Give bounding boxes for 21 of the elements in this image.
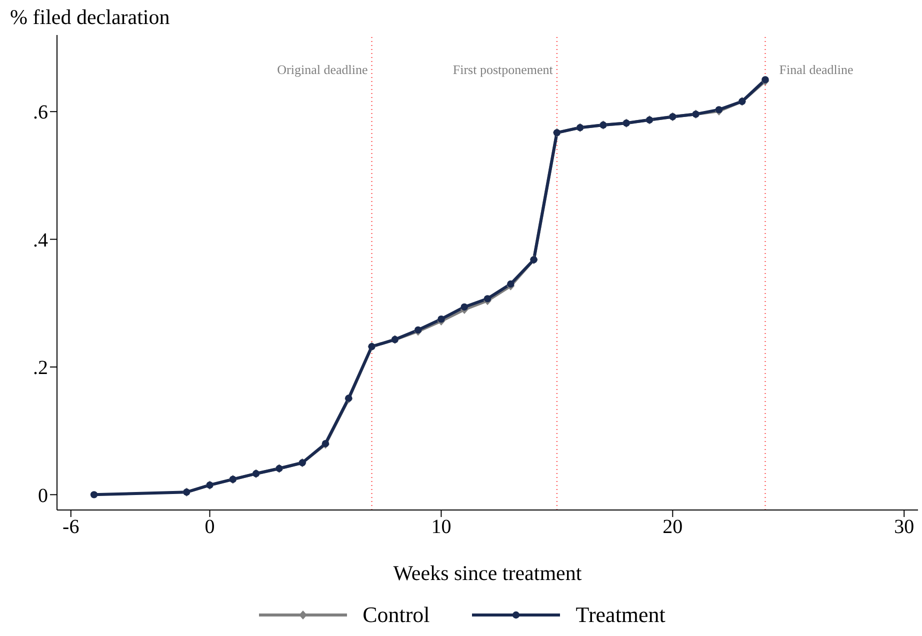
ref-line-label: First postponement	[452, 62, 554, 78]
point	[460, 303, 468, 311]
y-axis-title: % filed declaration	[10, 5, 170, 30]
point	[438, 316, 445, 323]
ref-line-label: Original deadline	[277, 62, 368, 78]
x-axis-title: Weeks since treatment	[393, 561, 582, 585]
point	[484, 295, 492, 302]
ref-line-label: Final deadline	[779, 62, 854, 78]
x-tick-label: 30	[894, 516, 914, 538]
x-tick-label: -6	[62, 516, 80, 538]
point	[90, 491, 98, 498]
point	[507, 280, 514, 288]
legend-label: Control	[362, 602, 430, 628]
legend-label: Treatment	[576, 602, 666, 628]
y-tick-label: .2	[33, 357, 48, 380]
y-tick-label: .4	[33, 229, 48, 252]
y-tick-label: 0	[38, 484, 48, 507]
x-tick-label: 10	[431, 516, 452, 538]
y-tick-label: .6	[33, 102, 48, 124]
x-tick-label: 0	[204, 516, 215, 538]
x-tick-label: 20	[662, 516, 683, 538]
